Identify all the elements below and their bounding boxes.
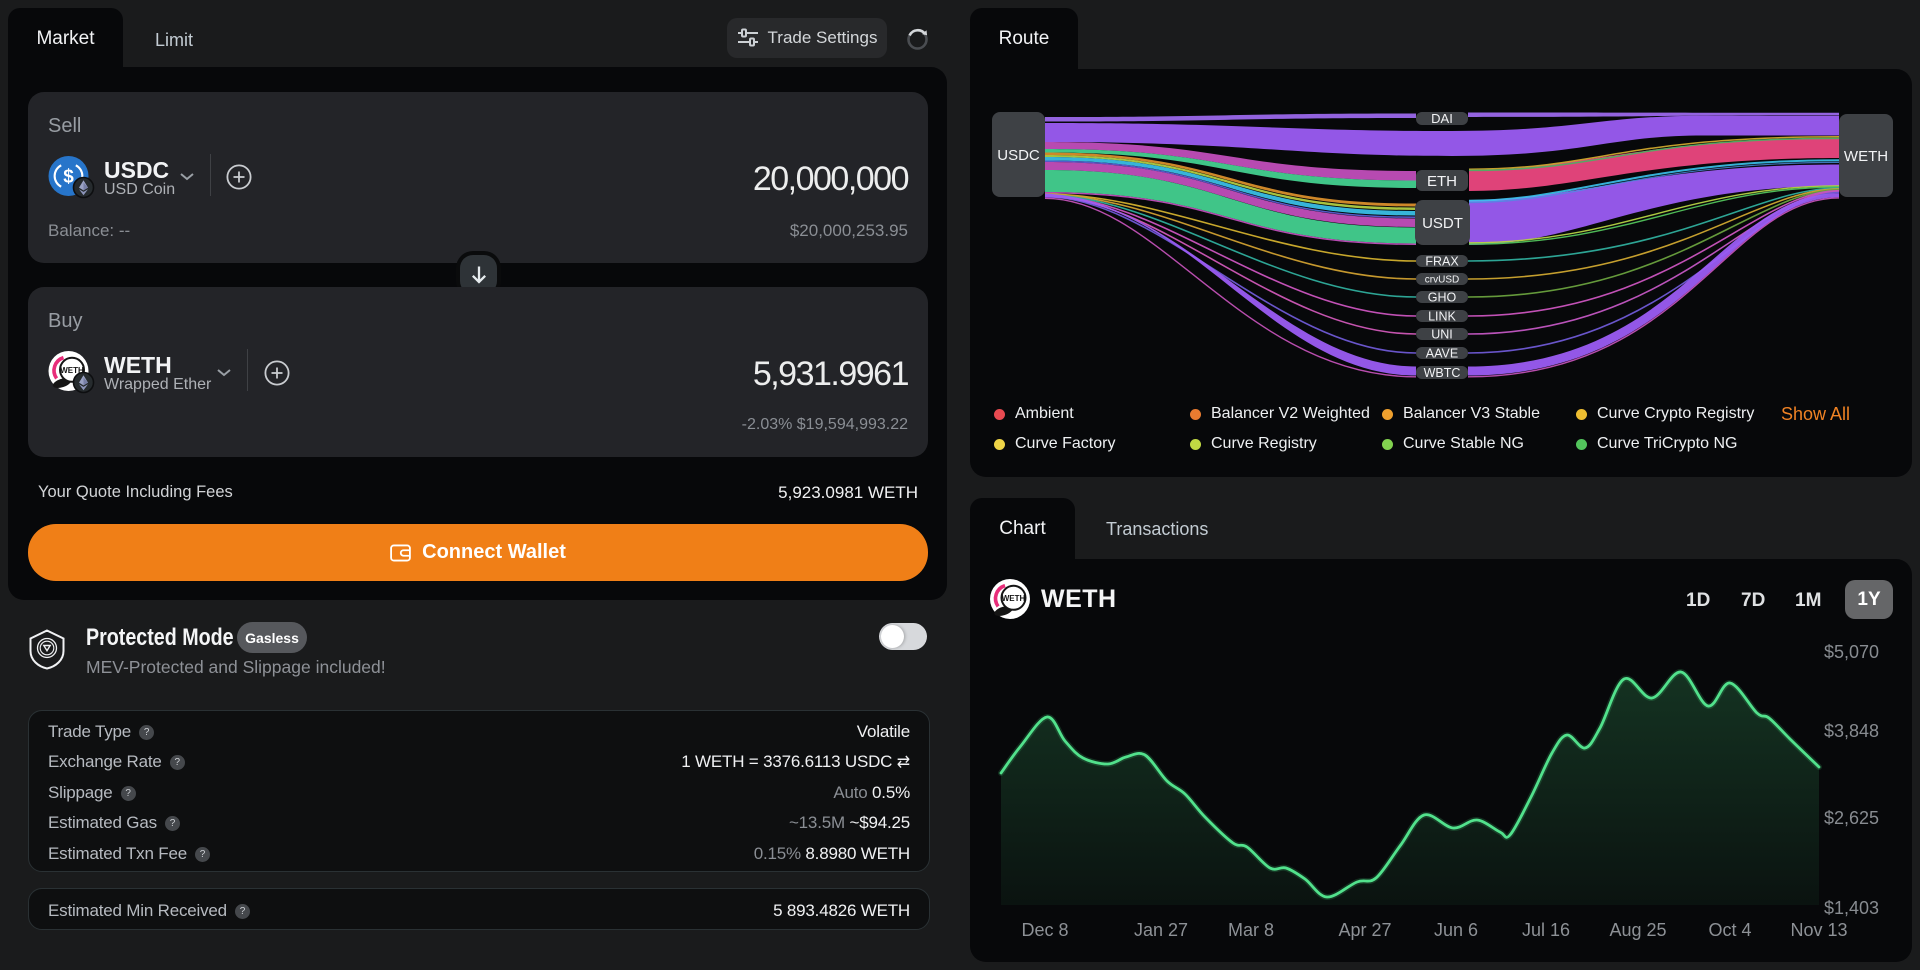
svg-text:LINK: LINK [1428, 309, 1456, 323]
svg-text:USDT: USDT [1422, 215, 1463, 232]
svg-text:WETH: WETH [60, 366, 84, 375]
svg-text:Oct 4: Oct 4 [1708, 920, 1751, 940]
svg-text:Apr 27: Apr 27 [1338, 920, 1391, 940]
svg-text:Jul 16: Jul 16 [1522, 920, 1570, 940]
svg-text:Nov 13: Nov 13 [1790, 920, 1847, 940]
svg-text:USDC: USDC [997, 147, 1040, 164]
svg-text:UNI: UNI [1431, 327, 1453, 341]
svg-text:$5,070: $5,070 [1824, 642, 1879, 662]
svg-text:$2,625: $2,625 [1824, 808, 1879, 828]
svg-text:$3,848: $3,848 [1824, 721, 1879, 741]
svg-text:GHO: GHO [1428, 290, 1457, 304]
svg-text:WETH: WETH [1844, 148, 1888, 165]
svg-text:Mar 8: Mar 8 [1228, 920, 1274, 940]
svg-text:Dec 8: Dec 8 [1021, 920, 1068, 940]
svg-text:$1,403: $1,403 [1824, 898, 1879, 918]
svg-text:Aug 25: Aug 25 [1609, 920, 1666, 940]
svg-text:crvUSD: crvUSD [1425, 275, 1459, 286]
svg-text:ETH: ETH [1427, 173, 1457, 190]
svg-text:AAVE: AAVE [1426, 346, 1458, 360]
svg-text:Jan 27: Jan 27 [1134, 920, 1188, 940]
svg-text:WETH: WETH [1002, 594, 1026, 603]
svg-text:Jun 6: Jun 6 [1434, 920, 1478, 940]
svg-text:DAI: DAI [1431, 111, 1453, 126]
svg-text:WBTC: WBTC [1424, 366, 1461, 380]
svg-text:$: $ [63, 167, 74, 188]
svg-text:FRAX: FRAX [1425, 254, 1459, 268]
